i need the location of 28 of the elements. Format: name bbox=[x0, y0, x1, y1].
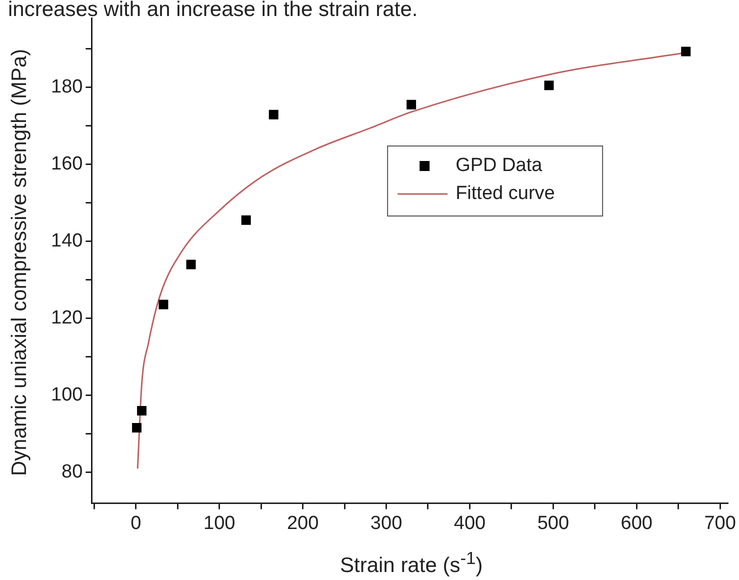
annotation: increases with an increase in the strain rate. bbox=[8, 0, 418, 22]
x-tick-label: 100 bbox=[204, 512, 236, 534]
y-tick-label: 140 bbox=[51, 230, 83, 252]
point bbox=[186, 260, 196, 270]
x-tick-label: 400 bbox=[454, 512, 486, 534]
x-tick-label: 500 bbox=[537, 512, 570, 534]
x-tick-label: 700 bbox=[704, 512, 736, 534]
y-tick-label: 160 bbox=[51, 154, 83, 175]
y-tick-label: 120 bbox=[51, 308, 83, 329]
legend-label: Fitted curve bbox=[456, 183, 555, 204]
x-axis-title: Strain rate (s$^{-1}$) bbox=[340, 548, 483, 578]
y-tick-label: 100 bbox=[51, 384, 83, 406]
x-tick-label: 200 bbox=[286, 512, 319, 534]
y-tick-label: 80 bbox=[62, 462, 83, 483]
point bbox=[132, 422, 142, 432]
point bbox=[268, 110, 278, 120]
point bbox=[544, 80, 554, 90]
point bbox=[137, 406, 147, 416]
point bbox=[681, 46, 691, 56]
x-tick-label: 300 bbox=[370, 512, 402, 534]
legend-label: GPD Data bbox=[456, 155, 543, 176]
point bbox=[406, 100, 416, 110]
y-tick-label: 180 bbox=[51, 76, 83, 98]
point bbox=[158, 300, 168, 310]
point bbox=[241, 215, 251, 225]
y-axis-title: Dynamic uniaxial compressive strength (MPa) bbox=[8, 48, 32, 476]
x-tick-label: 0 bbox=[130, 512, 142, 534]
x-tick-label: 600 bbox=[620, 512, 652, 534]
